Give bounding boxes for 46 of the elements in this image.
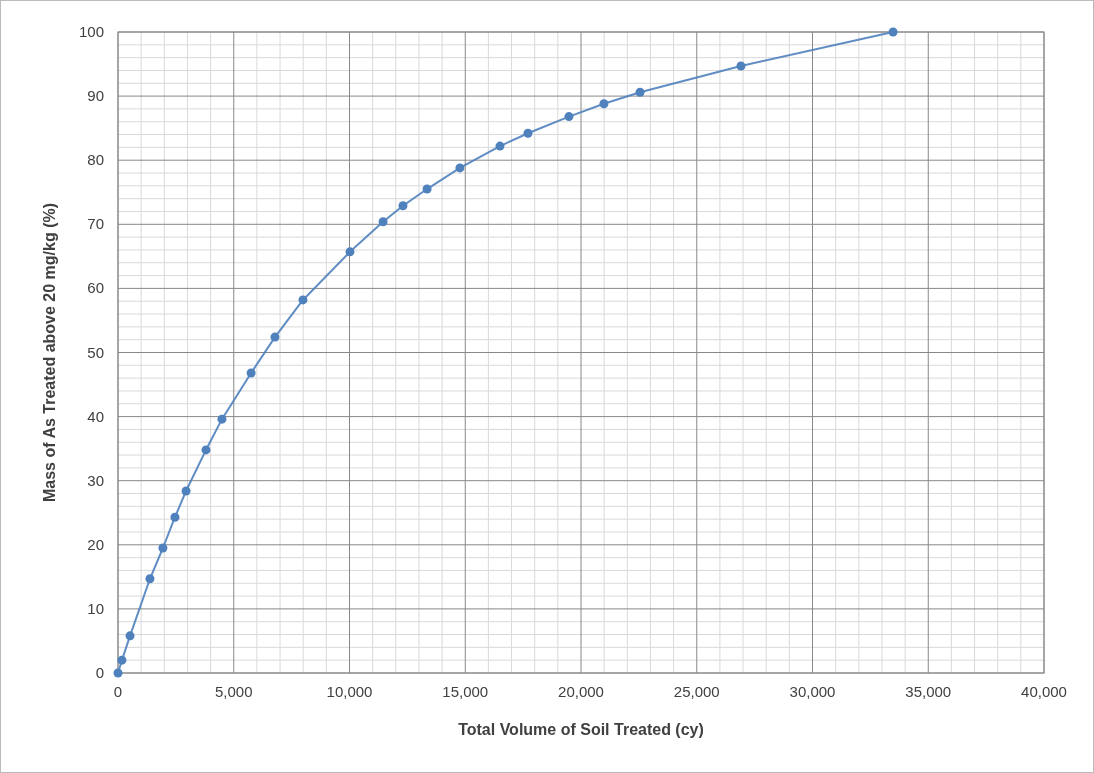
y-tick-label: 60 bbox=[87, 279, 104, 297]
point bbox=[298, 295, 308, 305]
point bbox=[117, 655, 127, 665]
point bbox=[599, 99, 609, 109]
y-tick-label: 0 bbox=[95, 664, 104, 681]
point bbox=[345, 247, 355, 257]
y-tick-label: 80 bbox=[87, 151, 104, 169]
x-tick-label: 40,000 bbox=[1021, 683, 1067, 700]
x-axis-title: Total Volume of Soil Treated (cy) bbox=[458, 721, 704, 738]
x-tick-label: 35,000 bbox=[905, 683, 952, 700]
x-tick-label: 5,000 bbox=[214, 683, 253, 700]
point bbox=[635, 87, 645, 97]
point bbox=[246, 368, 256, 378]
x-tick-label: 30,000 bbox=[789, 683, 836, 700]
y-tick-label: 10 bbox=[87, 599, 104, 617]
point bbox=[113, 668, 123, 678]
point bbox=[181, 486, 191, 496]
y-tick-label: 90 bbox=[87, 87, 104, 105]
point bbox=[398, 201, 408, 211]
y-tick-label: 70 bbox=[87, 215, 104, 233]
point bbox=[523, 128, 533, 138]
point bbox=[422, 184, 432, 194]
point bbox=[270, 332, 280, 342]
point bbox=[201, 445, 211, 455]
y-tick-label: 50 bbox=[87, 343, 104, 361]
point bbox=[564, 112, 574, 122]
y-tick-label: 100 bbox=[78, 23, 104, 40]
point bbox=[158, 543, 168, 553]
y-axis-title: Mass of As Treated above 20 mg/kg (%) bbox=[41, 202, 58, 503]
point bbox=[217, 414, 227, 424]
point bbox=[888, 27, 898, 37]
point bbox=[455, 163, 465, 173]
x-tick-label: 25,000 bbox=[673, 683, 720, 700]
point bbox=[125, 631, 135, 641]
x-tick-label: 0 bbox=[113, 683, 123, 700]
x-tick-label: 10,000 bbox=[326, 683, 373, 700]
y-tick-label: 20 bbox=[87, 535, 104, 553]
y-tick-label: 30 bbox=[87, 471, 104, 489]
point bbox=[378, 217, 388, 227]
y-tick-label: 40 bbox=[87, 407, 104, 425]
point bbox=[495, 141, 505, 151]
x-tick-label: 15,000 bbox=[442, 683, 489, 700]
point bbox=[736, 61, 746, 71]
point bbox=[170, 512, 180, 522]
point bbox=[145, 574, 155, 584]
x-tick-label: 20,000 bbox=[558, 683, 604, 700]
